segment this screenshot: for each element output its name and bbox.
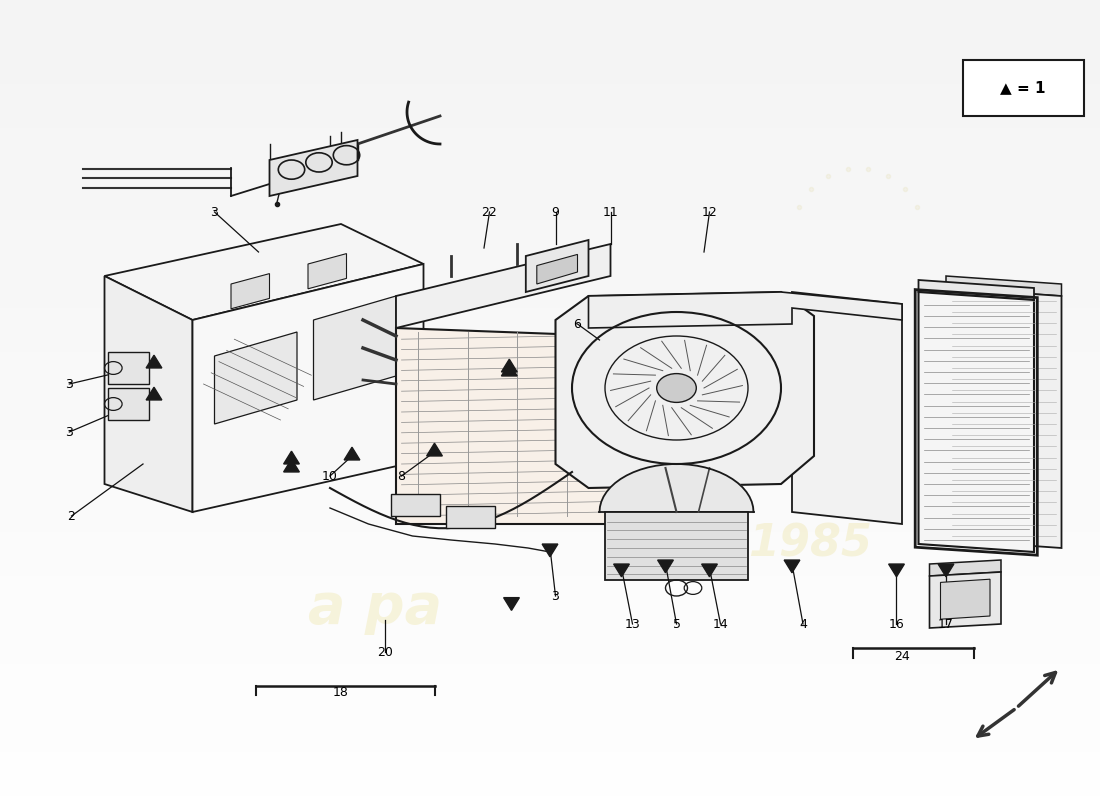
Text: 11: 11 <box>603 206 618 218</box>
Polygon shape <box>889 564 904 577</box>
Polygon shape <box>658 560 673 573</box>
Polygon shape <box>192 264 424 512</box>
Polygon shape <box>231 274 270 309</box>
Polygon shape <box>502 359 517 372</box>
Polygon shape <box>146 387 162 400</box>
Polygon shape <box>308 254 346 289</box>
Text: since: since <box>660 439 766 473</box>
Polygon shape <box>930 572 1001 628</box>
Text: 8: 8 <box>397 470 406 482</box>
Text: 10: 10 <box>322 470 338 482</box>
Text: 6: 6 <box>573 318 582 330</box>
Polygon shape <box>504 598 519 610</box>
Polygon shape <box>344 447 360 460</box>
Polygon shape <box>938 564 954 577</box>
Polygon shape <box>108 352 148 384</box>
Polygon shape <box>792 292 902 524</box>
Text: 24: 24 <box>894 650 910 662</box>
Polygon shape <box>946 276 1062 296</box>
Text: 5: 5 <box>672 618 681 630</box>
Text: 3: 3 <box>65 426 74 438</box>
Polygon shape <box>314 296 396 400</box>
Text: 12: 12 <box>702 206 717 218</box>
Text: 20: 20 <box>377 646 393 658</box>
Polygon shape <box>556 292 814 488</box>
Polygon shape <box>284 459 299 472</box>
Text: 13: 13 <box>625 618 640 630</box>
Polygon shape <box>427 443 442 456</box>
Polygon shape <box>537 254 578 284</box>
Polygon shape <box>446 506 495 528</box>
Polygon shape <box>214 332 297 424</box>
Polygon shape <box>614 564 629 577</box>
Text: 18: 18 <box>333 686 349 698</box>
Text: 2: 2 <box>67 510 76 522</box>
Polygon shape <box>918 292 1034 552</box>
Text: 3: 3 <box>65 378 74 390</box>
Polygon shape <box>284 451 299 464</box>
Polygon shape <box>104 224 424 320</box>
Polygon shape <box>146 355 162 368</box>
Polygon shape <box>108 388 148 420</box>
Text: europ: europ <box>143 390 381 458</box>
Polygon shape <box>588 292 902 328</box>
Polygon shape <box>940 579 990 619</box>
Text: 14: 14 <box>713 618 728 630</box>
Polygon shape <box>396 244 610 328</box>
Polygon shape <box>104 276 192 512</box>
Polygon shape <box>946 288 1062 548</box>
Polygon shape <box>930 560 1001 576</box>
Text: 22: 22 <box>482 206 497 218</box>
Circle shape <box>657 374 696 402</box>
Polygon shape <box>702 564 717 577</box>
Polygon shape <box>396 328 610 524</box>
Text: ssion: ssion <box>605 334 760 386</box>
Text: a pa: a pa <box>308 581 442 635</box>
Polygon shape <box>918 280 1034 300</box>
Polygon shape <box>390 494 440 516</box>
Text: 9: 9 <box>551 206 560 218</box>
Polygon shape <box>784 560 800 573</box>
Text: 17: 17 <box>938 618 954 630</box>
Text: 4: 4 <box>799 618 807 630</box>
Polygon shape <box>270 140 358 196</box>
Text: 3: 3 <box>551 590 560 602</box>
Polygon shape <box>526 240 588 292</box>
Bar <box>962 60 1084 116</box>
Polygon shape <box>605 512 748 580</box>
Polygon shape <box>502 363 517 376</box>
Text: ▲ = 1: ▲ = 1 <box>1000 81 1046 95</box>
Polygon shape <box>542 544 558 557</box>
Text: 1985: 1985 <box>748 522 872 566</box>
Text: 3: 3 <box>210 206 219 218</box>
Text: 16: 16 <box>889 618 904 630</box>
